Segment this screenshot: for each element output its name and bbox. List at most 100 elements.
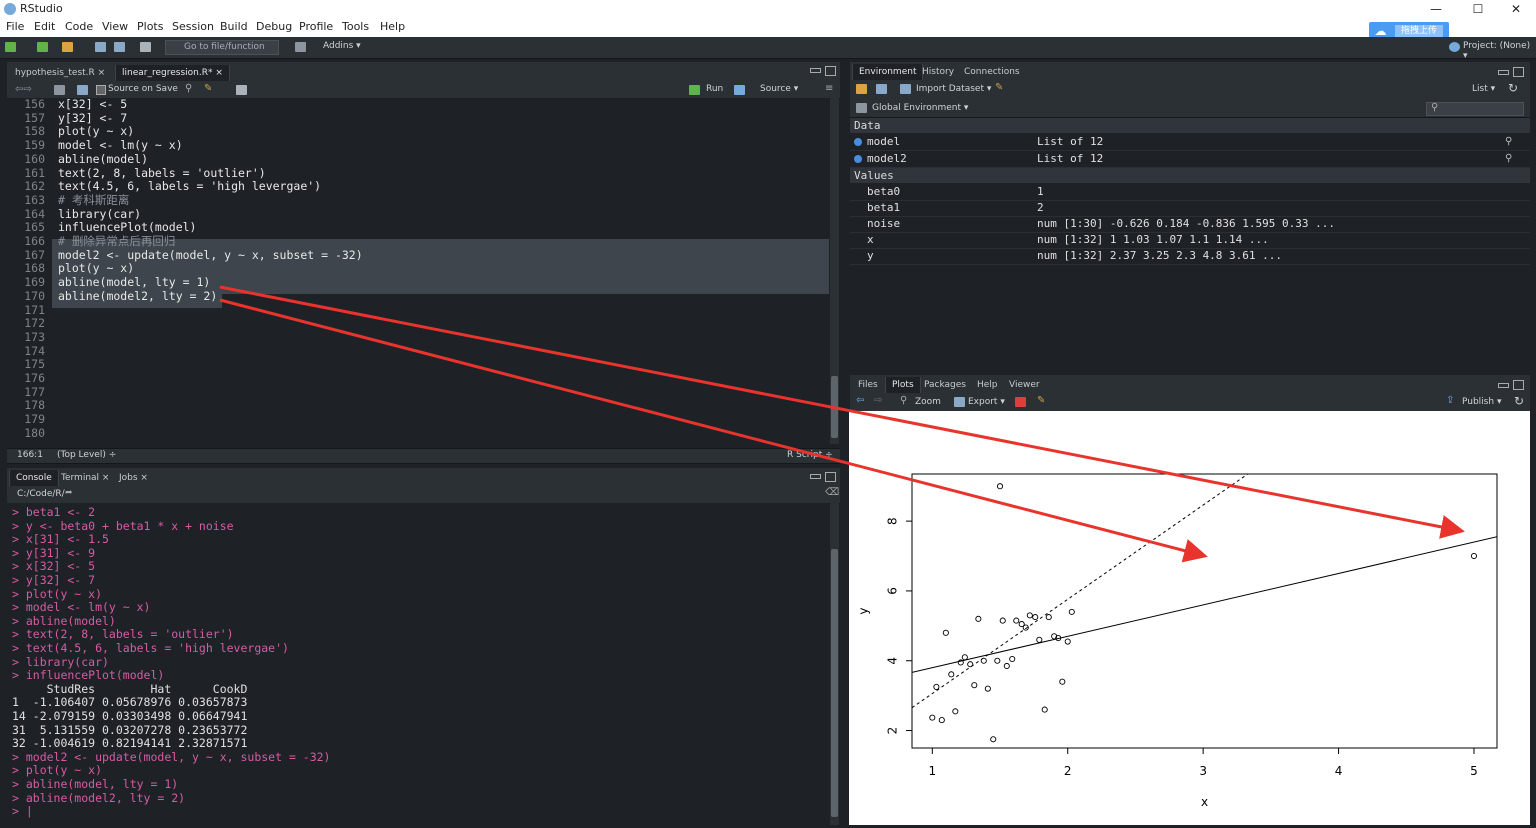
remove-plot-icon[interactable] — [1015, 397, 1026, 407]
minimize-pane-icon[interactable] — [1498, 383, 1509, 388]
menu-plots[interactable]: Plots — [137, 20, 164, 33]
scope-selector[interactable]: (Top Level) ÷ — [57, 450, 117, 460]
go-to-directory-icon[interactable]: ➦ — [65, 488, 73, 498]
env-row-noise[interactable]: noise num [1:30] -0.626 0.184 -0.836 1.5… — [850, 216, 1530, 233]
maximize-pane-icon[interactable] — [825, 472, 836, 482]
tab-help[interactable]: Help — [977, 380, 998, 390]
console-output-line: 31 5.131559 0.03207278 0.23653772 — [12, 722, 248, 737]
compile-report-icon[interactable] — [236, 85, 247, 95]
save-icon[interactable] — [77, 85, 88, 95]
expand-icon[interactable] — [854, 155, 862, 163]
back-arrow-icon[interactable]: ⇦⇨ — [15, 84, 32, 95]
wand-icon[interactable]: ✎ — [204, 83, 213, 94]
show-in-window-icon[interactable] — [54, 85, 65, 95]
maximize-pane-icon[interactable] — [825, 66, 836, 76]
code-editor[interactable]: 156 x[32] <- 5 157 y[32] <- 7 158 plot(y ~ x)… — [7, 98, 829, 443]
minimize-button[interactable]: — — [1430, 2, 1442, 16]
refresh-icon[interactable]: ↻ — [1508, 81, 1519, 95]
publish-icon[interactable]: ⇪ — [1446, 395, 1455, 406]
minimize-pane-icon[interactable] — [1498, 70, 1509, 75]
open-file-icon[interactable] — [62, 42, 73, 52]
tab-plots[interactable]: Plots — [885, 377, 921, 393]
save-all-icon[interactable] — [114, 42, 125, 52]
maximize-pane-icon[interactable] — [1513, 380, 1524, 390]
console-output[interactable]: > beta1 <- 2 > y <- beta0 + beta1 * x + n… — [7, 503, 829, 825]
file-type-selector[interactable]: R Script ÷ — [787, 450, 833, 460]
view-magnifier-icon[interactable]: ⚲ — [1505, 153, 1513, 164]
run-icon[interactable] — [689, 85, 700, 95]
environment-selector[interactable]: Global Environment ▾ — [872, 103, 969, 113]
outline-icon[interactable]: ≡ — [825, 83, 834, 94]
tab-console[interactable]: Console — [9, 470, 59, 486]
addins-menu[interactable]: Addins ▾ — [323, 41, 361, 51]
tab-connections[interactable]: Connections — [964, 67, 1020, 77]
refresh-icon[interactable]: ↻ — [1514, 394, 1525, 408]
import-dataset-icon[interactable] — [900, 84, 911, 94]
source-button[interactable]: Source ▾ — [760, 84, 799, 94]
tab-terminal[interactable]: Terminal × — [61, 473, 110, 483]
project-menu[interactable]: Project: (None) ▾ — [1463, 41, 1531, 61]
baidu-upload-widget[interactable]: ☁ 拖拽上传 — [1369, 22, 1449, 41]
tab-history[interactable]: History — [922, 67, 955, 77]
save-workspace-icon[interactable] — [876, 84, 887, 94]
export-icon[interactable] — [954, 397, 965, 407]
menu-session[interactable]: Session — [172, 20, 214, 33]
menu-debug[interactable]: Debug — [256, 20, 293, 33]
maximize-button[interactable]: ☐ — [1472, 2, 1484, 16]
console-scrollbar[interactable] — [830, 503, 839, 825]
load-workspace-icon[interactable] — [856, 84, 867, 94]
tab-environment[interactable]: Environment — [852, 64, 924, 80]
menu-edit[interactable]: Edit — [34, 20, 56, 33]
next-plot-icon[interactable]: ⇨ — [874, 395, 883, 406]
minimize-pane-icon[interactable] — [810, 474, 821, 479]
menu-build[interactable]: Build — [220, 20, 248, 33]
tab-linear-regression[interactable]: linear_regression.R* × — [115, 65, 230, 81]
search-icon[interactable]: ⚲ — [185, 83, 193, 94]
drag-upload-button[interactable]: 拖拽上传 — [1395, 25, 1443, 38]
menu-code[interactable]: Code — [65, 20, 94, 33]
import-dataset-menu[interactable]: Import Dataset ▾ — [916, 84, 992, 94]
tab-hypothesis-test[interactable]: hypothesis_test.R × — [15, 68, 106, 78]
view-mode-menu[interactable]: List ▾ — [1472, 84, 1496, 94]
new-file-icon[interactable] — [5, 42, 16, 52]
env-search-input[interactable]: ⚲ — [1426, 102, 1524, 116]
tab-viewer[interactable]: Viewer — [1009, 380, 1040, 390]
rerun-icon[interactable] — [734, 85, 745, 95]
menu-tools[interactable]: Tools — [342, 20, 370, 33]
tab-packages[interactable]: Packages — [924, 380, 966, 390]
clear-console-icon[interactable]: ⌫ — [825, 487, 840, 498]
new-project-icon[interactable] — [37, 42, 48, 52]
publish-menu[interactable]: Publish ▾ — [1462, 397, 1502, 407]
expand-icon[interactable] — [854, 138, 862, 146]
env-row-beta1[interactable]: beta1 2 — [850, 200, 1530, 217]
zoom-icon[interactable]: ⚲ — [900, 395, 908, 406]
minimize-pane-icon[interactable] — [810, 68, 821, 73]
env-row-y[interactable]: y num [1:32] 2.37 3.25 2.3 4.8 3.61 ... — [850, 248, 1530, 265]
zoom-button[interactable]: Zoom — [915, 397, 941, 407]
env-row-model2[interactable]: model2 List of 12 ⚲ — [850, 151, 1530, 168]
view-magnifier-icon[interactable]: ⚲ — [1505, 136, 1513, 147]
run-button[interactable]: Run — [706, 84, 724, 94]
env-row-beta0[interactable]: beta0 1 — [850, 184, 1530, 201]
plot-viewer[interactable] — [849, 411, 1530, 825]
tab-files[interactable]: Files — [858, 380, 878, 390]
maximize-pane-icon[interactable] — [1513, 67, 1524, 77]
source-on-save-checkbox[interactable] — [96, 85, 106, 95]
save-icon[interactable] — [95, 42, 106, 52]
close-button[interactable]: ✕ — [1510, 2, 1522, 16]
menu-help[interactable]: Help — [380, 20, 406, 33]
clear-plots-icon[interactable]: ✎ — [1037, 395, 1046, 406]
print-icon[interactable] — [140, 42, 151, 52]
tab-jobs[interactable]: Jobs × — [119, 473, 148, 483]
export-menu[interactable]: Export ▾ — [968, 397, 1005, 407]
menu-file[interactable]: File — [6, 20, 25, 33]
env-row-model[interactable]: model List of 12 ⚲ — [850, 134, 1530, 151]
previous-plot-icon[interactable]: ⇦ — [856, 395, 865, 406]
pane-layout-icon[interactable] — [295, 42, 306, 52]
goto-file-input[interactable]: Go to file/function — [165, 40, 279, 55]
env-row-x[interactable]: x num [1:32] 1 1.03 1.07 1.1 1.14 ... — [850, 232, 1530, 249]
menu-profile[interactable]: Profile — [299, 20, 334, 33]
scrollbar-thumb[interactable] — [831, 549, 838, 817]
clear-workspace-icon[interactable]: ✎ — [995, 82, 1004, 93]
menu-view[interactable]: View — [102, 20, 129, 33]
